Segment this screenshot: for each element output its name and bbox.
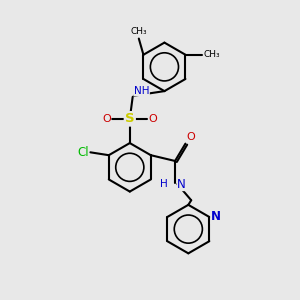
Text: S: S <box>125 112 135 125</box>
Text: N: N <box>211 211 221 224</box>
Text: O: O <box>187 132 195 142</box>
Text: H: H <box>160 179 168 189</box>
Text: O: O <box>149 114 158 124</box>
Text: N: N <box>177 178 186 190</box>
Text: CH₃: CH₃ <box>130 27 147 36</box>
Text: O: O <box>102 114 111 124</box>
Text: Cl: Cl <box>77 146 88 159</box>
Text: CH₃: CH₃ <box>204 50 220 59</box>
Text: NH: NH <box>134 86 149 96</box>
